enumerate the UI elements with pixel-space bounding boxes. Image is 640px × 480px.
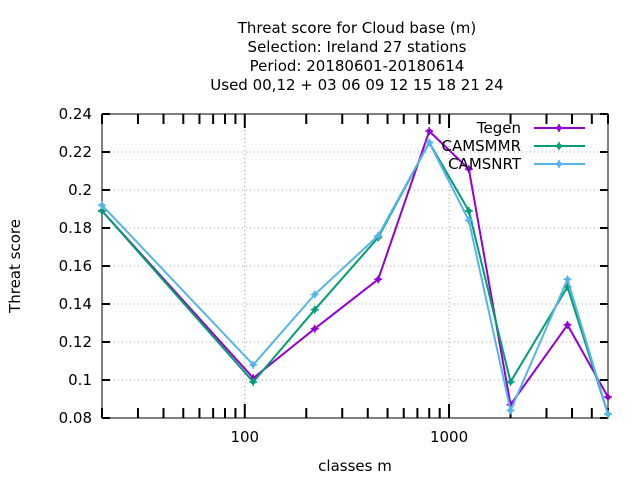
series-tegen — [98, 127, 612, 409]
x-axis-label: classes m — [318, 457, 392, 475]
legend-entry-tegen: Tegen — [476, 119, 585, 137]
data-point — [249, 360, 258, 369]
data-point — [98, 201, 106, 210]
grid — [102, 114, 608, 418]
y-tick-label: 0.16 — [59, 257, 92, 275]
data-point — [374, 275, 383, 284]
data-point — [506, 377, 515, 386]
y-tick-label: 0.12 — [59, 333, 92, 351]
data-point — [310, 305, 319, 314]
y-tick-label: 0.24 — [59, 105, 92, 123]
series-line — [101, 130, 609, 406]
title-line-3: Period: 20180601-20180614 — [250, 57, 465, 75]
data-point — [563, 275, 572, 284]
x-tick-label: 1000 — [430, 428, 468, 446]
chart-title: Threat score for Cloud base (m) Selectio… — [210, 19, 503, 94]
y-tick-label: 0.2 — [68, 181, 92, 199]
axis-ticks: 0.08 0.1 0.12 0.14 0.16 0.18 0.2 0.22 0.24 100 100… — [59, 105, 609, 446]
legend-marker — [555, 160, 563, 168]
series-camsmmr — [98, 138, 612, 419]
legend-label: CAMSMMR — [441, 137, 521, 155]
legend-marker — [555, 124, 563, 132]
title-line-2: Selection: Ireland 27 stations — [248, 38, 467, 56]
data-point — [604, 393, 612, 402]
data-point — [374, 231, 383, 240]
y-tick-label: 0.1 — [68, 371, 92, 389]
legend-label: Tegen — [476, 119, 521, 137]
data-point — [604, 410, 612, 419]
series-camsnrt — [98, 138, 612, 419]
data-point — [425, 138, 434, 147]
data-point — [425, 127, 434, 136]
data-point — [563, 320, 572, 329]
y-axis-label: Threat score — [6, 219, 24, 314]
title-line-1: Threat score for Cloud base (m) — [237, 19, 477, 37]
y-tick-label: 0.22 — [59, 143, 92, 161]
data-point — [464, 165, 473, 174]
data-point — [506, 406, 515, 415]
y-tick-label: 0.18 — [59, 219, 92, 237]
data-point — [249, 377, 258, 386]
x-tick-label: 100 — [230, 428, 259, 446]
legend-entry-camsnrt: CAMSNRT — [448, 155, 585, 173]
legend-label: CAMSNRT — [448, 155, 522, 173]
y-tick-label: 0.08 — [59, 409, 92, 427]
title-line-4: Used 00,12 + 03 06 09 12 15 18 21 24 — [210, 76, 503, 94]
series — [98, 127, 612, 419]
data-point — [310, 324, 319, 333]
data-point — [310, 290, 319, 299]
data-point — [464, 206, 473, 215]
y-tick-label: 0.14 — [59, 295, 92, 313]
data-point — [464, 216, 473, 225]
legend-marker — [555, 142, 563, 150]
legend-entry-camsmmr: CAMSMMR — [441, 137, 585, 155]
